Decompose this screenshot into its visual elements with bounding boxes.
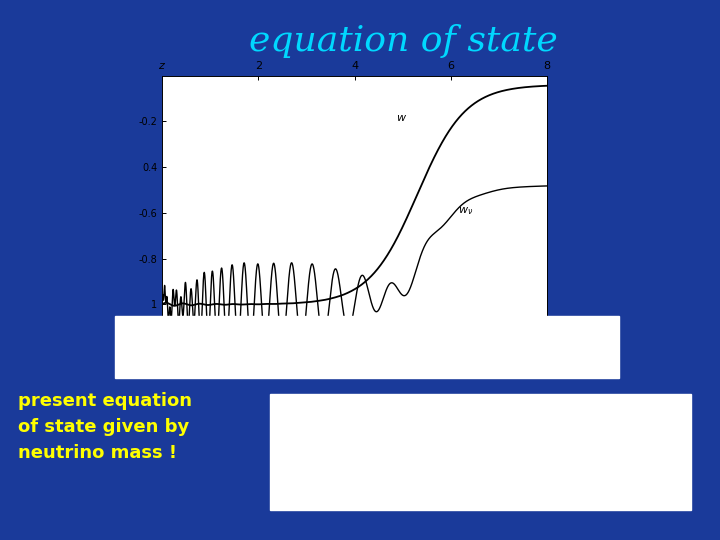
Text: $w$: $w$: [395, 113, 407, 123]
Text: $w_0 \approx -1 + \dfrac{m_\nu(t_0)}{12\,\mathrm{eV}}$: $w_0 \approx -1 + \dfrac{m_\nu(t_0)}{12\…: [396, 428, 562, 474]
Text: $w \quad \dfrac{T - V - w_\nu\rho_\nu}{T + V + \rho_\nu}\approx -1 \mid \dfrac{\: $w \quad \dfrac{T - V - w_\nu\rho_\nu}{T…: [240, 329, 487, 365]
Text: present equation
of state given by
neutrino mass !: present equation of state given by neutr…: [18, 392, 192, 462]
Text: $w_\nu$: $w_\nu$: [458, 205, 473, 217]
Text: equation of state: equation of state: [249, 24, 557, 58]
